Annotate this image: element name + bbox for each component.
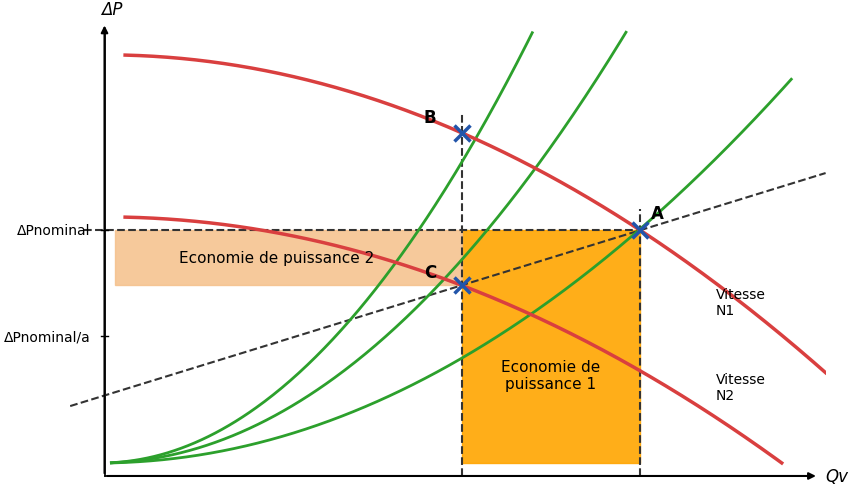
Text: ΔPnominal: ΔPnominal xyxy=(17,224,91,238)
Text: ΔPnominal/a: ΔPnominal/a xyxy=(4,329,91,344)
Text: A: A xyxy=(650,204,663,222)
Text: Economie de puissance 2: Economie de puissance 2 xyxy=(178,251,374,266)
Polygon shape xyxy=(115,231,462,286)
Text: C: C xyxy=(424,264,436,281)
Text: Economie de
puissance 1: Economie de puissance 1 xyxy=(502,359,601,391)
Text: B: B xyxy=(424,109,437,127)
Text: Vitesse
N2: Vitesse N2 xyxy=(716,372,766,402)
Text: Vitesse
N1: Vitesse N1 xyxy=(716,287,766,318)
Polygon shape xyxy=(462,231,640,463)
Text: Qv: Qv xyxy=(825,467,848,485)
Text: ΔP: ΔP xyxy=(100,1,122,20)
